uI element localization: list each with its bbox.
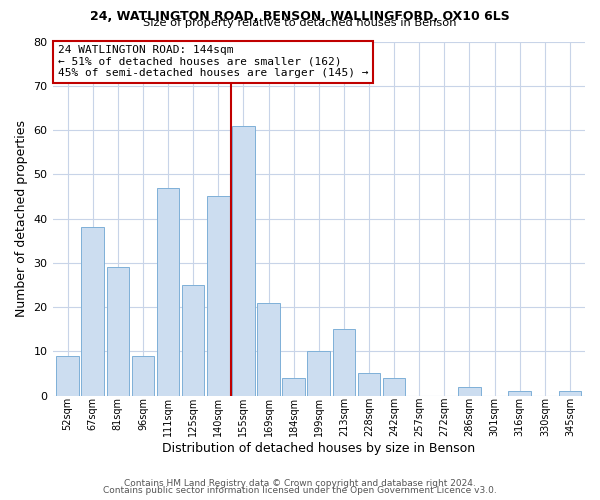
Bar — [358, 374, 380, 396]
Bar — [82, 228, 104, 396]
Text: Contains public sector information licensed under the Open Government Licence v3: Contains public sector information licen… — [103, 486, 497, 495]
Y-axis label: Number of detached properties: Number of detached properties — [15, 120, 28, 317]
Bar — [458, 386, 481, 396]
Text: Size of property relative to detached houses in Benson: Size of property relative to detached ho… — [143, 18, 457, 28]
Text: 24 WATLINGTON ROAD: 144sqm
← 51% of detached houses are smaller (162)
45% of sem: 24 WATLINGTON ROAD: 144sqm ← 51% of deta… — [58, 45, 368, 78]
Bar — [107, 267, 129, 396]
Bar — [383, 378, 406, 396]
Bar — [232, 126, 255, 396]
Bar — [508, 391, 531, 396]
Bar — [182, 285, 205, 396]
Bar — [207, 196, 230, 396]
Bar — [157, 188, 179, 396]
Bar — [559, 391, 581, 396]
Bar — [131, 356, 154, 396]
Text: Contains HM Land Registry data © Crown copyright and database right 2024.: Contains HM Land Registry data © Crown c… — [124, 478, 476, 488]
Bar — [257, 302, 280, 396]
Bar — [307, 352, 330, 396]
Text: 24, WATLINGTON ROAD, BENSON, WALLINGFORD, OX10 6LS: 24, WATLINGTON ROAD, BENSON, WALLINGFORD… — [90, 10, 510, 23]
Bar — [56, 356, 79, 396]
Bar — [332, 329, 355, 396]
Bar — [283, 378, 305, 396]
X-axis label: Distribution of detached houses by size in Benson: Distribution of detached houses by size … — [162, 442, 475, 455]
